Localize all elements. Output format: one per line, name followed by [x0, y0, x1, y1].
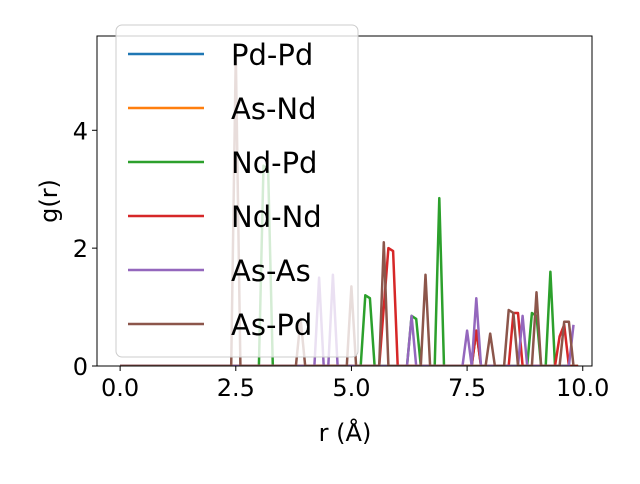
x-tick-label: 5.0	[332, 374, 370, 402]
series-line-as-as	[120, 273, 575, 366]
legend-label: Nd-Nd	[231, 200, 322, 234]
legend-label: As-Nd	[231, 92, 317, 126]
x-axis-label: r (Å)	[319, 418, 372, 447]
y-tick-label: 4	[73, 117, 88, 145]
y-tick-label: 0	[73, 353, 88, 381]
legend-item-as-nd: As-Nd	[128, 92, 317, 126]
x-tick-label: 2.5	[217, 374, 255, 402]
x-tick-label: 10.0	[556, 374, 609, 402]
legend-item-nd-nd: Nd-Nd	[128, 200, 322, 234]
x-tick-label: 0.0	[101, 374, 139, 402]
y-tick-label: 2	[73, 235, 88, 263]
legend-item-pd-pd: Pd-Pd	[128, 38, 313, 72]
legend: Pd-Pd As-Nd Nd-Pd Nd-Nd As-As As-Pd	[115, 24, 359, 358]
legend-item-nd-pd: Nd-Pd	[128, 146, 317, 180]
legend-label: Pd-Pd	[231, 38, 313, 72]
series-line-nd-nd	[120, 246, 579, 366]
legend-item-as-as: As-As	[128, 254, 311, 288]
y-axis-label: g(r)	[35, 179, 63, 223]
axes-layer: 0.0 2.5 5.0 7.5 10.0 0 2 4	[73, 35, 609, 402]
legend-label: As-As	[231, 254, 311, 288]
legend-label: Nd-Pd	[231, 146, 317, 180]
legend-label: As-Pd	[231, 308, 312, 342]
x-tick-label: 7.5	[448, 374, 486, 402]
legend-item-as-pd: As-Pd	[128, 308, 312, 342]
